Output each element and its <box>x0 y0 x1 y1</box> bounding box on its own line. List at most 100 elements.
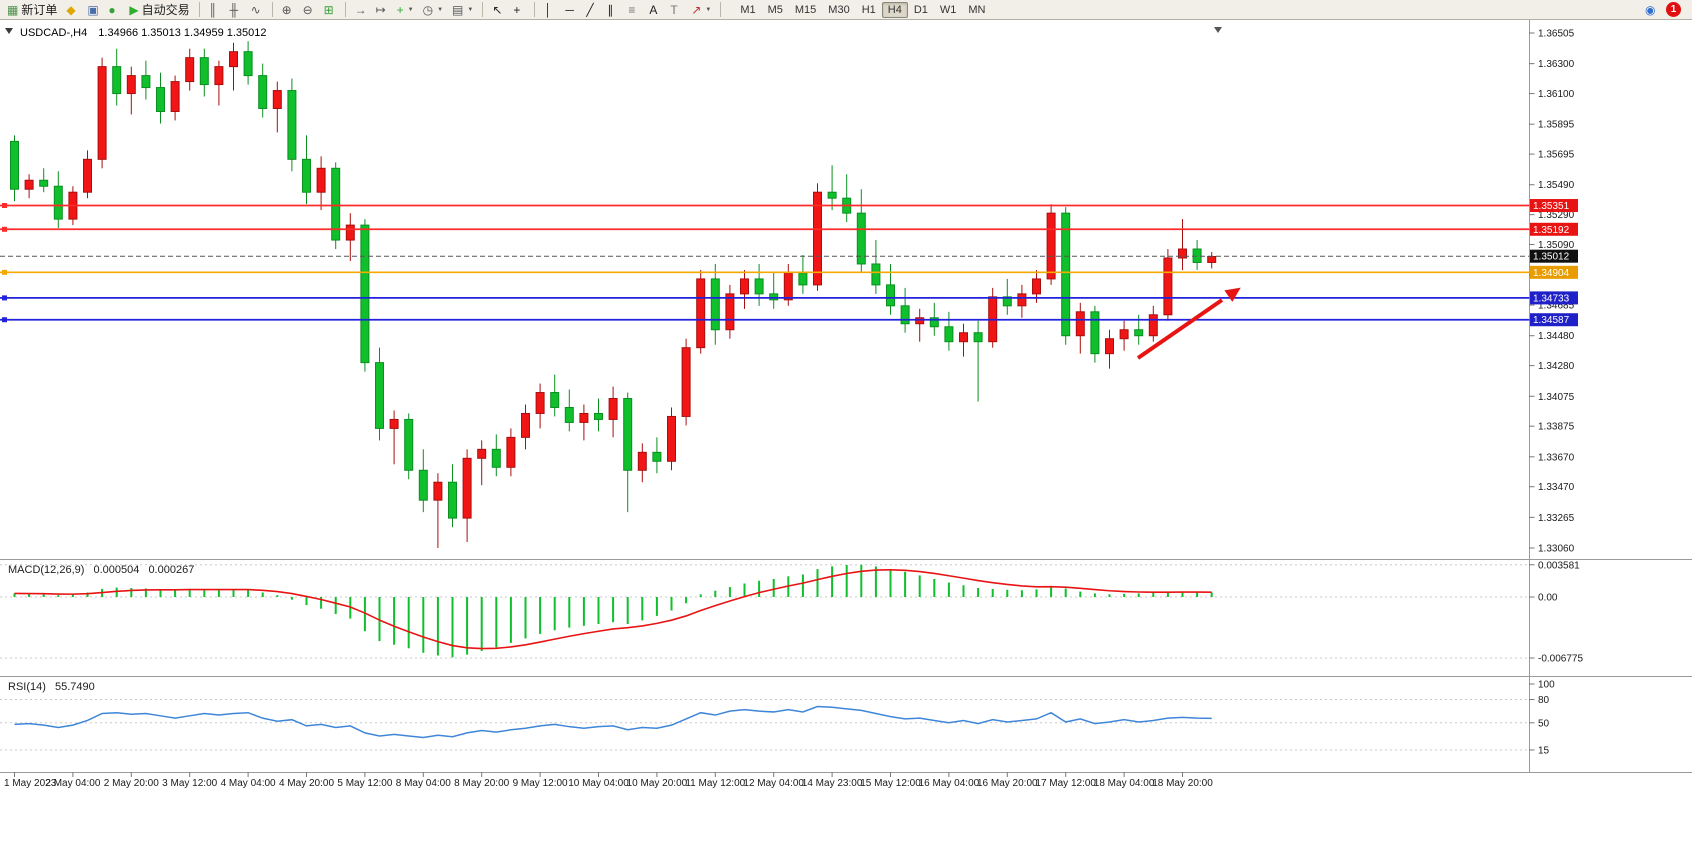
price-tag-label: 1.34904 <box>1533 268 1570 279</box>
line-handle[interactable] <box>2 295 7 301</box>
chart-objects[interactable] <box>0 203 1530 360</box>
rsi-line <box>14 705 1212 739</box>
notification-badge[interactable]: 1 <box>1666 2 1681 17</box>
candle-body <box>83 158 92 193</box>
bar-chart-icon: ║ <box>208 2 218 17</box>
toolbar-separator <box>534 2 536 17</box>
metaeditor-button[interactable]: ◆ <box>62 1 82 19</box>
line-handle[interactable] <box>2 317 7 323</box>
trendline-button[interactable]: ╱ <box>582 1 602 19</box>
candle-body <box>681 347 691 417</box>
vertical-line-button[interactable]: │ <box>540 1 560 19</box>
price-and-time-scales[interactable]: 1.36505 1.36300 1.36100 1.35895 1.35695 1.354… <box>4 29 1578 790</box>
line-handle[interactable] <box>2 269 7 275</box>
price-scale-label: 1.36100 <box>1538 89 1575 100</box>
macd-signal-line <box>14 569 1212 650</box>
crosshair-button[interactable]: + <box>509 1 529 19</box>
zoom-out-button[interactable]: ⊖ <box>299 1 319 19</box>
candle-body <box>944 326 954 343</box>
arrows-button[interactable]: ↗ ▼ <box>687 1 715 19</box>
candle-body <box>316 167 326 193</box>
text-label-button[interactable]: T <box>666 1 686 19</box>
time-scale-label: 1 May 2023 <box>4 778 57 789</box>
text-icon: A <box>649 2 658 17</box>
search-button[interactable]: ◉ <box>1641 1 1661 19</box>
price-tag-label: 1.35192 <box>1533 225 1570 236</box>
cursor-button[interactable]: ↖ <box>488 1 508 19</box>
time-scale-label: 11 May 12:00 <box>685 778 745 789</box>
price-scale-label: 1.33265 <box>1538 513 1575 524</box>
timeframe-h1-button[interactable]: H1 <box>861 3 876 16</box>
candle-body <box>594 412 603 420</box>
time-scale-label: 2 May 20:00 <box>104 778 159 789</box>
tester-icon: ● <box>108 2 116 17</box>
indicators-button[interactable]: + ▼ <box>393 1 418 19</box>
candlestick-series <box>10 41 1217 548</box>
label-icon: T <box>670 2 678 17</box>
fibonacci-button[interactable]: ≡ <box>624 1 644 19</box>
candle-body <box>1017 293 1027 307</box>
autotrading-button[interactable]: ▶ 自动交易 <box>125 1 193 19</box>
channel-button[interactable]: ∥ <box>603 1 623 19</box>
line-chart-button[interactable]: ∿ <box>247 1 267 19</box>
candle-body <box>652 451 662 462</box>
price-tag <box>1530 265 1578 279</box>
new-order-icon: ▦ <box>7 2 19 17</box>
timeframe-w1-button[interactable]: W1 <box>939 3 957 16</box>
timeframe-m1-button[interactable]: M1 <box>740 3 756 16</box>
line-handle[interactable] <box>2 226 7 232</box>
text-button[interactable]: A <box>645 1 665 19</box>
candle-body <box>827 191 837 199</box>
candle-body <box>375 362 384 429</box>
candlestick-chart-button[interactable]: ╫ <box>226 1 246 19</box>
price-scale-label: 1.34075 <box>1538 392 1575 403</box>
rsi-scale-label: 80 <box>1538 695 1550 706</box>
time-scale-label: 8 May 04:00 <box>396 778 451 789</box>
zoom-in-button[interactable]: ⊕ <box>278 1 298 19</box>
new-order-button[interactable]: ▦ 新订单 <box>3 1 61 19</box>
candle-body <box>740 278 749 295</box>
strategy-tester-button[interactable]: ● <box>104 1 124 19</box>
candle-body <box>345 224 355 241</box>
chart-window[interactable]: 0.003581 0.00 -0.006775 100 80 50 15 1.36505 1.… <box>0 20 1692 855</box>
candle-body <box>141 75 151 89</box>
tile-windows-button[interactable]: ⊞ <box>320 1 340 19</box>
timeframe-mn-button[interactable]: MN <box>968 3 986 16</box>
chart-shift-marker[interactable] <box>1214 27 1222 33</box>
chart-shift-button[interactable]: ↦ <box>372 1 392 19</box>
templates-button[interactable]: ▤ ▼ <box>448 1 477 19</box>
arrow-head[interactable] <box>1224 282 1244 302</box>
timeframe-m5-button[interactable]: M5 <box>767 3 783 16</box>
rsi-label: RSI(14) 55.7490 <box>8 681 95 693</box>
candle-body <box>1105 338 1114 355</box>
candle-body <box>1148 314 1158 337</box>
timeframe-m15-button[interactable]: M15 <box>794 3 817 16</box>
timeframe-d1-button[interactable]: D1 <box>913 3 928 16</box>
rsi-scale-label: 50 <box>1538 718 1550 729</box>
macd-scale-label: -0.006775 <box>1538 653 1583 664</box>
autotrading-button-label: 自动交易 <box>141 3 190 17</box>
time-scale-label: 17 May 12:00 <box>1035 778 1096 789</box>
timeframe-m30-button[interactable]: M30 <box>828 3 850 16</box>
arrow-object[interactable] <box>1136 298 1224 360</box>
candle-body <box>53 185 63 220</box>
macd-label: MACD(12,26,9) 0.000504 0.000267 <box>8 564 194 576</box>
horizontal-line-button[interactable]: ─ <box>561 1 581 19</box>
line-handle[interactable] <box>2 203 7 209</box>
price-scale-label: 1.35695 <box>1538 150 1575 161</box>
periods-button[interactable]: ◷ ▼ <box>419 1 447 19</box>
time-scale-label: 3 May 12:00 <box>162 778 217 789</box>
auto-scroll-icon: → <box>354 2 367 17</box>
autotrading-icon: ▶ <box>129 2 139 17</box>
candle-body <box>783 272 793 301</box>
candle-body <box>170 81 180 112</box>
timeframe-h4-button[interactable]: H4 <box>881 1 908 18</box>
auto-scroll-button[interactable]: → <box>351 1 371 19</box>
bar-chart-button[interactable]: ║ <box>205 1 225 19</box>
one-click-trading-toggle[interactable] <box>5 28 13 34</box>
candle-body <box>856 212 866 265</box>
terminal-button[interactable]: ▣ <box>83 1 103 19</box>
candle-body <box>959 332 968 343</box>
candle-body <box>448 481 457 519</box>
